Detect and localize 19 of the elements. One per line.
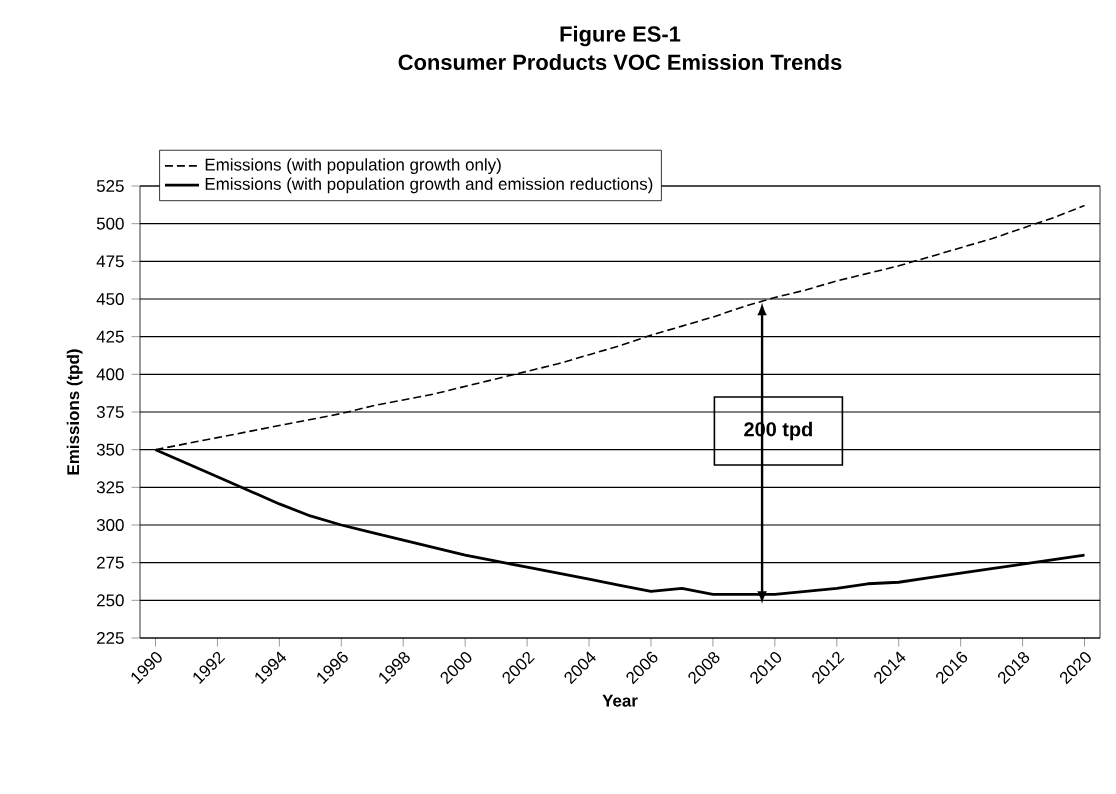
y-tick-label: 300 — [96, 519, 124, 531]
chart-title: Figure ES-1 — [560, 25, 681, 47]
y-tick-label: 350 — [96, 443, 124, 456]
y-tick-label: 450 — [96, 293, 124, 305]
y-tick-label: 325 — [96, 481, 124, 494]
x-axis-title: Year — [602, 694, 638, 707]
legend-label: Emissions (with population growth only) — [205, 158, 501, 174]
chart-subtitle: Consumer Products VOC Emission Trends — [398, 53, 842, 71]
y-tick-label: 525 — [96, 180, 124, 192]
y-tick-label: 225 — [97, 632, 124, 644]
y-tick-label: 275 — [97, 556, 124, 569]
y-tick-label: 475 — [96, 255, 124, 268]
y-tick-label: 500 — [96, 217, 124, 230]
y-tick-label: 400 — [96, 368, 124, 381]
y-tick-label: 250 — [97, 594, 124, 607]
y-axis-title: Emissions (tpd) — [66, 349, 83, 475]
y-tick-label: 375 — [96, 406, 124, 418]
legend-label: Emissions (with population growth and emission reductions) — [205, 177, 653, 194]
y-tick-label: 425 — [96, 330, 124, 343]
